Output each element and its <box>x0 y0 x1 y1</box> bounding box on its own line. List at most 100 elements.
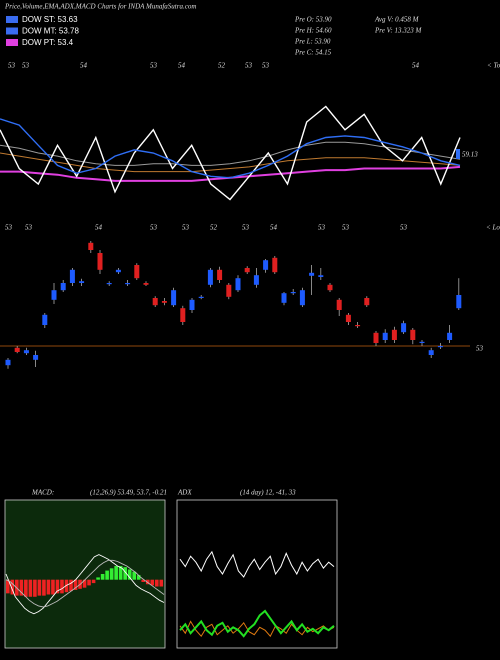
stat: Pre O: 53.90 <box>294 16 332 24</box>
stat: Pre L: 53.90 <box>294 38 331 46</box>
candle-body <box>97 253 103 270</box>
macd-bar <box>109 568 114 580</box>
candle-body <box>106 283 112 285</box>
candle-body <box>373 332 379 343</box>
candle-body <box>281 293 287 303</box>
candle-body <box>447 332 453 340</box>
legend-swatch <box>6 16 18 23</box>
low-label: 53 <box>25 224 33 232</box>
candle-body <box>69 269 75 283</box>
top-label: 54 <box>178 62 186 70</box>
macd-bar <box>46 579 51 595</box>
tops-label: < Tops <box>487 62 500 70</box>
top-label: 54 <box>412 62 420 70</box>
low-label: 53 <box>5 224 13 232</box>
top-label: 53 <box>8 62 16 70</box>
candle-body <box>180 308 186 322</box>
candle-body <box>88 242 94 250</box>
last-label: 59.13 <box>462 151 478 159</box>
macd-bar <box>51 579 55 595</box>
macd-bar <box>96 577 100 580</box>
legend-label: DOW ST: 53.63 <box>22 15 78 24</box>
macd-bar <box>60 579 64 594</box>
line <box>179 609 335 638</box>
macd-bar <box>105 570 109 580</box>
macd-bar <box>154 579 159 587</box>
macd-bar <box>24 579 28 597</box>
candle-body <box>42 314 48 325</box>
adx-panel <box>176 499 338 649</box>
macd-bar <box>55 579 60 594</box>
line <box>5 559 165 608</box>
low-label: 53 <box>150 224 158 232</box>
macd-bar <box>19 579 24 596</box>
candle-body <box>364 298 370 306</box>
adx-params: (14 day) 12, -41, 33 <box>240 489 296 497</box>
candle-body <box>382 332 388 340</box>
candle-body <box>299 290 305 306</box>
low-label: 53 <box>400 224 408 232</box>
candle-body <box>355 325 361 327</box>
top-label: 53 <box>150 62 158 70</box>
top-label: 52 <box>218 62 226 70</box>
top-label: 53 <box>22 62 30 70</box>
macd-bar <box>136 575 141 580</box>
low-label: 53 <box>318 224 326 232</box>
top-label: 53 <box>262 62 270 70</box>
candle-body <box>336 299 342 310</box>
candle-body <box>198 296 204 298</box>
candle-body <box>51 290 57 300</box>
candle-body <box>290 292 296 294</box>
macd-bar <box>10 579 15 595</box>
macd-panel <box>4 499 166 649</box>
candle-body <box>23 350 29 354</box>
macd-params: (12,26,9) 53.49, 53.7, -0.21 <box>90 489 167 497</box>
line <box>5 554 165 615</box>
candle-body <box>327 284 333 291</box>
low-label: 53 <box>182 224 190 232</box>
low-label: 52 <box>210 224 218 232</box>
stat: Pre V: 13.323 M <box>374 27 422 35</box>
macd-bar <box>37 579 42 596</box>
macd-bar <box>28 579 33 597</box>
candle-body <box>161 301 167 303</box>
macd-bar <box>132 571 137 580</box>
candle-body <box>401 323 407 333</box>
top-label: 53 <box>245 62 253 70</box>
candle-body <box>143 283 149 285</box>
macd-bar <box>69 579 73 592</box>
macd-bar <box>33 579 37 597</box>
lows-label: < Lows <box>486 224 500 232</box>
macd-bar <box>82 579 87 588</box>
candle-body <box>226 284 232 297</box>
candle-body <box>125 283 131 285</box>
low-label: 54 <box>270 224 278 232</box>
candle-body <box>217 269 223 280</box>
low-label: 54 <box>95 224 103 232</box>
candle-body <box>235 278 241 291</box>
top-label: 54 <box>80 62 88 70</box>
candle-body <box>152 298 158 306</box>
candle-body <box>318 275 324 277</box>
candle-body <box>272 257 278 273</box>
candle-body <box>60 283 66 291</box>
line <box>179 550 335 578</box>
candle-body <box>391 329 397 340</box>
macd-bar <box>64 579 69 593</box>
macd-bar <box>159 579 164 587</box>
candle-body <box>253 275 259 285</box>
macd-bar <box>141 579 146 582</box>
candle-body <box>456 295 462 309</box>
legend-label: DOW MT: 53.78 <box>22 27 79 36</box>
stat: Avg V: 0.458 M <box>374 16 420 24</box>
candle-body <box>79 281 85 283</box>
macd-bar <box>127 569 132 580</box>
line <box>0 152 461 173</box>
line <box>0 118 461 179</box>
macd-bar <box>73 579 78 590</box>
candle-body <box>33 355 39 360</box>
candle-body <box>428 350 434 355</box>
candle-body <box>134 265 140 279</box>
